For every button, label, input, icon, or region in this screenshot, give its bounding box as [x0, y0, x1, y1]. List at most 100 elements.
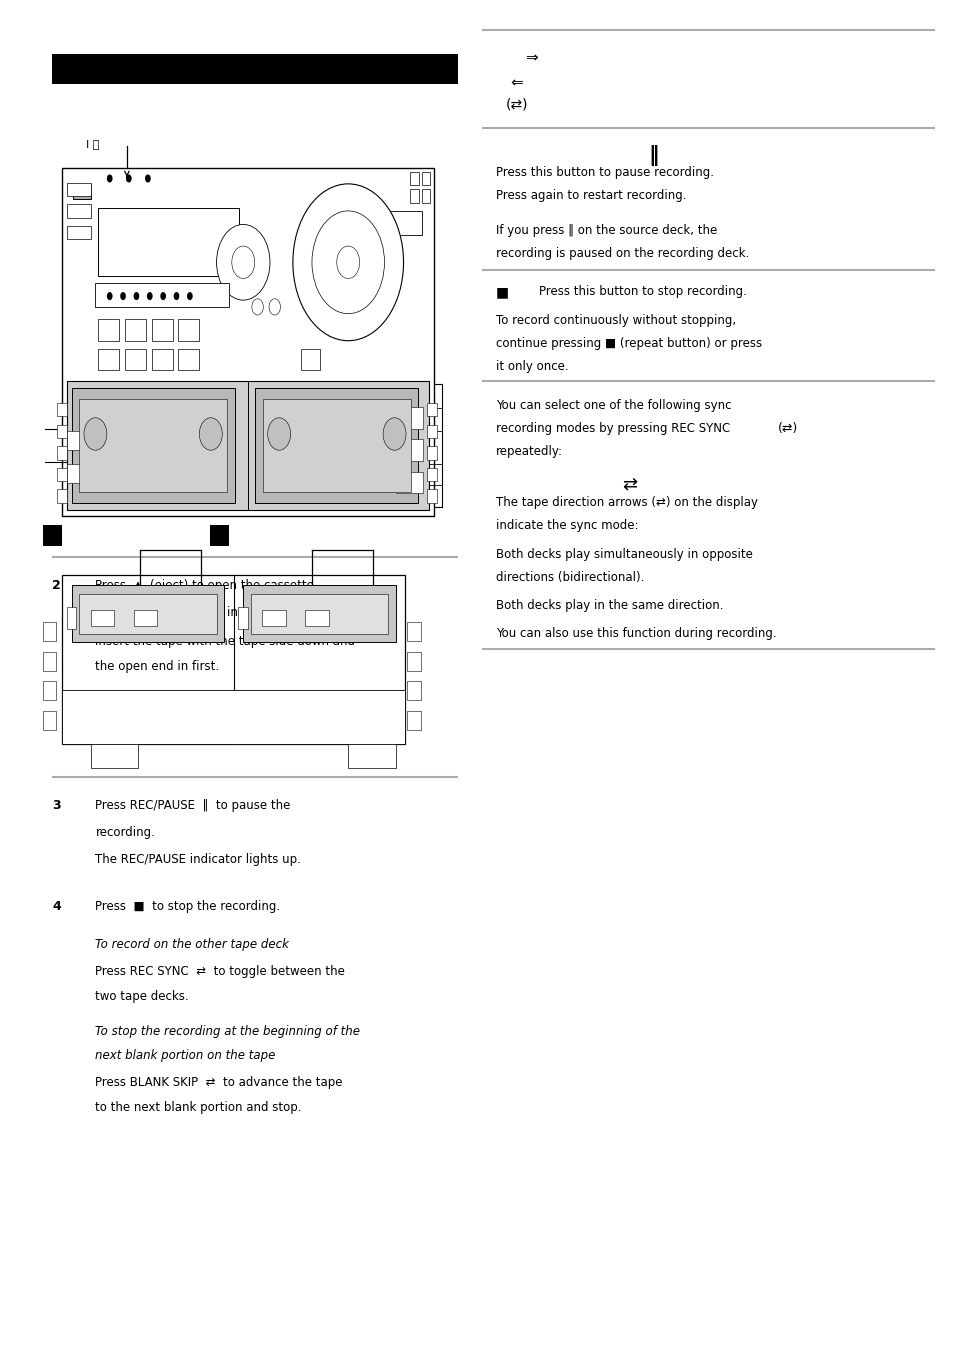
Bar — [427, 468, 436, 481]
Circle shape — [293, 184, 403, 341]
Text: The tape direction arrows (⇄) on the display: The tape direction arrows (⇄) on the dis… — [496, 496, 758, 510]
Bar — [427, 489, 436, 503]
Text: ‖: ‖ — [647, 145, 659, 166]
Bar — [67, 464, 91, 483]
Text: Press  ▲  (eject) to open the cassette: Press ▲ (eject) to open the cassette — [95, 579, 314, 592]
Circle shape — [120, 292, 126, 300]
Bar — [262, 610, 286, 626]
Text: ■: ■ — [496, 285, 509, 299]
Bar — [427, 425, 436, 438]
Bar — [95, 283, 229, 307]
Bar — [71, 585, 224, 642]
Circle shape — [252, 299, 263, 315]
Bar — [178, 319, 199, 341]
Bar — [43, 622, 56, 641]
Text: (⇄): (⇄) — [777, 422, 797, 435]
Bar — [67, 183, 91, 196]
Text: (⇄): (⇄) — [505, 97, 528, 111]
Text: recording is paused on the recording deck.: recording is paused on the recording dec… — [496, 247, 748, 261]
Bar — [421, 189, 430, 203]
Text: Press  ■  to stop the recording.: Press ■ to stop the recording. — [95, 900, 280, 914]
Bar — [152, 319, 172, 341]
Bar — [43, 711, 56, 730]
Circle shape — [126, 174, 132, 183]
Circle shape — [216, 224, 270, 300]
Bar — [67, 204, 91, 218]
Bar — [57, 425, 67, 438]
Text: The REC/PAUSE indicator lights up.: The REC/PAUSE indicator lights up. — [95, 853, 301, 867]
Circle shape — [173, 292, 179, 300]
Bar — [407, 622, 420, 641]
Bar — [263, 399, 411, 492]
Bar — [62, 690, 405, 744]
Bar — [73, 185, 91, 199]
Bar — [178, 349, 199, 370]
Text: to the next blank portion and stop.: to the next blank portion and stop. — [95, 1101, 301, 1114]
Bar — [348, 741, 395, 768]
Circle shape — [84, 418, 107, 450]
Text: To record on the other tape deck: To record on the other tape deck — [95, 938, 289, 952]
Text: 3: 3 — [52, 799, 61, 813]
Bar — [125, 319, 146, 341]
Circle shape — [268, 418, 291, 450]
Bar — [57, 403, 67, 416]
Text: Press again to restart recording.: Press again to restart recording. — [496, 189, 686, 203]
Circle shape — [107, 174, 112, 183]
Bar — [67, 607, 76, 629]
Text: You can also use this function during recording.: You can also use this function during re… — [496, 627, 776, 641]
Circle shape — [187, 292, 193, 300]
Text: repeatedly:: repeatedly: — [496, 445, 562, 458]
Bar — [243, 585, 395, 642]
Text: You can select one of the following sync: You can select one of the following sync — [496, 399, 731, 412]
Bar — [255, 388, 418, 503]
Text: recording modes by pressing REC SYNC: recording modes by pressing REC SYNC — [496, 422, 730, 435]
Circle shape — [383, 418, 406, 450]
Text: recording.: recording. — [95, 826, 155, 840]
Bar — [300, 349, 319, 370]
Text: Press this button to pause recording.: Press this button to pause recording. — [496, 166, 714, 180]
Circle shape — [199, 418, 222, 450]
Text: 4: 4 — [52, 900, 61, 914]
Text: To stop the recording at the beginning of the: To stop the recording at the beginning o… — [95, 1025, 360, 1038]
Text: Both decks play in the same direction.: Both decks play in the same direction. — [496, 599, 722, 612]
Text: Insert the tape with the tape side down and: Insert the tape with the tape side down … — [95, 635, 355, 649]
Text: To record continuously without stopping,: To record continuously without stopping, — [496, 314, 736, 327]
Bar — [238, 607, 248, 629]
Bar — [421, 172, 430, 185]
Bar — [79, 399, 227, 492]
Text: compartment lid, and insert a tape.: compartment lid, and insert a tape. — [95, 606, 306, 619]
Bar — [305, 610, 329, 626]
Bar — [67, 431, 91, 450]
Bar — [71, 388, 234, 503]
Circle shape — [336, 246, 359, 279]
Circle shape — [147, 292, 152, 300]
Text: continue pressing ■ (repeat button) or press: continue pressing ■ (repeat button) or p… — [496, 337, 761, 350]
Bar — [407, 681, 420, 700]
Text: ⇒: ⇒ — [524, 50, 537, 65]
Bar — [62, 168, 434, 516]
Bar — [52, 54, 457, 84]
Text: I ⏼: I ⏼ — [86, 139, 99, 149]
Text: two tape decks.: two tape decks. — [95, 990, 189, 1003]
Bar — [427, 446, 436, 460]
Bar — [407, 711, 420, 730]
Text: Recording from a tape: Recording from a tape — [60, 61, 228, 74]
Circle shape — [160, 292, 166, 300]
Text: the open end in first.: the open end in first. — [95, 660, 219, 673]
Bar — [381, 211, 421, 235]
Bar — [210, 525, 229, 546]
Bar — [410, 172, 418, 185]
Text: If you press ‖ on the source deck, the: If you press ‖ on the source deck, the — [496, 224, 717, 238]
Circle shape — [269, 299, 280, 315]
Bar — [251, 594, 388, 634]
Text: Both decks play simultaneously in opposite: Both decks play simultaneously in opposi… — [496, 548, 752, 561]
Bar — [57, 468, 67, 481]
Bar — [67, 226, 91, 239]
Bar — [133, 610, 157, 626]
Bar — [91, 610, 114, 626]
Bar — [98, 208, 239, 276]
Circle shape — [145, 174, 151, 183]
Bar — [410, 189, 418, 203]
Bar — [43, 681, 56, 700]
Circle shape — [133, 292, 139, 300]
